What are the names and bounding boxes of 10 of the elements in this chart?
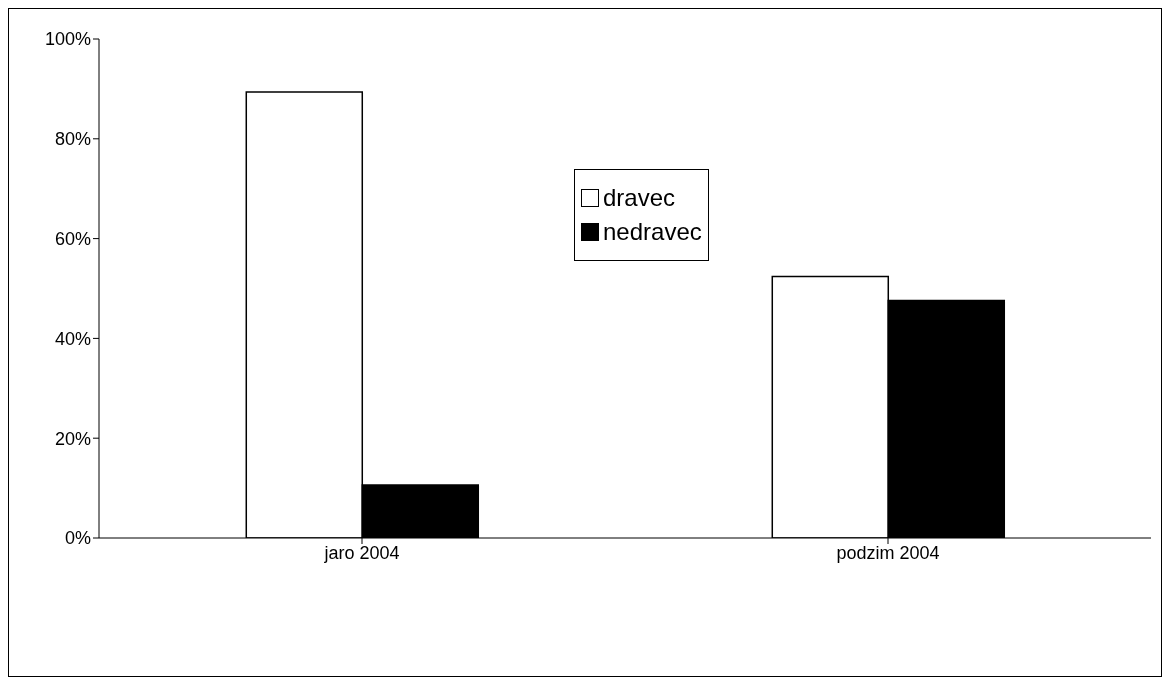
- y-tick-label: 100%: [44, 29, 91, 50]
- y-tick-label: 60%: [54, 228, 91, 249]
- legend-label: dravec: [603, 184, 676, 212]
- y-tick-label: 20%: [54, 428, 91, 449]
- y-tick-label: 80%: [54, 129, 91, 150]
- y-tick-label: 0%: [64, 528, 91, 549]
- x-tick-label: jaro 2004: [323, 542, 400, 563]
- y-tick-label: 40%: [54, 328, 91, 349]
- x-tick-label: podzim 2004: [836, 542, 940, 563]
- legend-label: nedravec: [603, 218, 702, 246]
